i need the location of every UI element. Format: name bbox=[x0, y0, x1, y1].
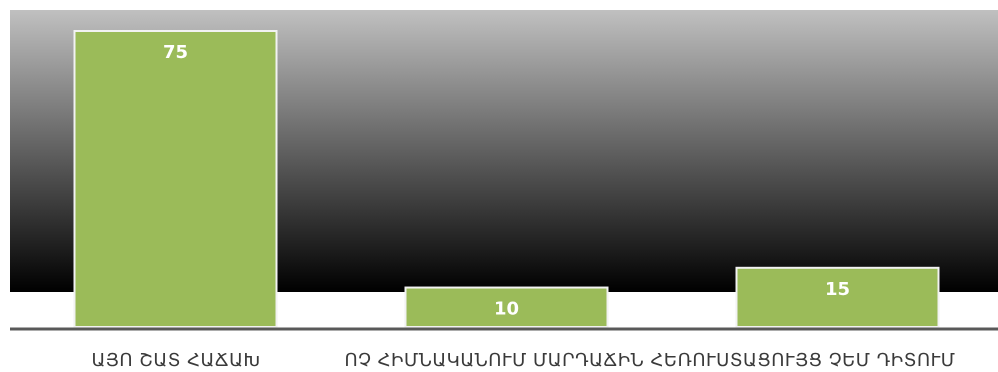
category-label-1: ԱՅՈ ՇԱՏ ՀԱՃԱԽ bbox=[92, 350, 261, 371]
bar-1 bbox=[73, 30, 278, 328]
bar-3 bbox=[735, 266, 940, 328]
category-labels: ԱՅՈ ՇԱՏ ՀԱՃԱԽ ՈՉ ՀԻՄՆԱԿԱՆՈՒՄ ՄԱՐԴԱՃԻՆ ՀԵՌ… bbox=[92, 350, 956, 371]
category-label-2: ՈՉ ՀԻՄՆԱԿԱՆՈՒՄ ՄԱՐԴԱՃԻՆ ՀԵՌՈՒՍՏԱՑՈՒՅՑ ՉԵ… bbox=[344, 350, 955, 371]
bars-layer: 75 10 15 bbox=[73, 30, 940, 328]
data-label-1: 75 bbox=[163, 42, 188, 63]
data-label-3: 15 bbox=[825, 279, 850, 300]
bar-2 bbox=[404, 286, 609, 328]
data-label-2: 10 bbox=[494, 299, 519, 320]
